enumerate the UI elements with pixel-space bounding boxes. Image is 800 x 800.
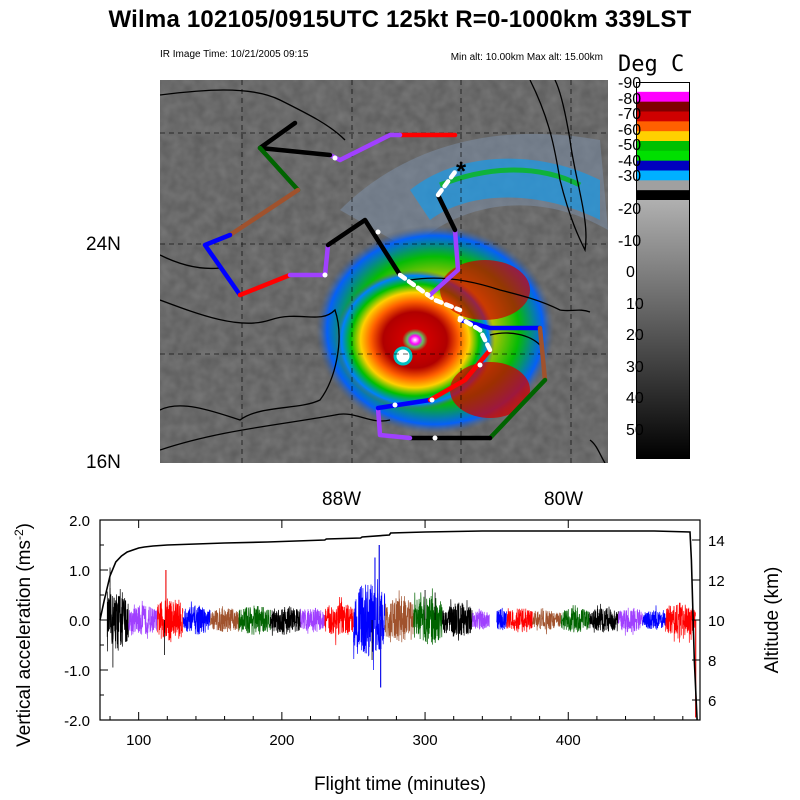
colorbar-tick-label: 20 — [626, 327, 644, 344]
acceleration-series-segment — [106, 587, 129, 652]
x-tick-label: 100 — [126, 732, 151, 749]
colorbar-tick-label: -10 — [618, 232, 642, 250]
colorbar-block — [636, 131, 690, 142]
colorbar-block — [636, 91, 690, 103]
image-time-label: IR Image Time: 10/21/2005 09:15 — [160, 49, 309, 60]
x-tick-label: 300 — [413, 732, 438, 749]
colorbar-tick-label: -30 — [618, 168, 642, 185]
colorbar — [636, 82, 690, 459]
acceleration-series-segment — [300, 607, 326, 634]
colorbar-tick-label: -80 — [618, 90, 642, 108]
acceleration-series-segment — [532, 608, 562, 635]
lat-label-24n: 24N — [86, 234, 121, 255]
y-right-axis-label: Altitude (km) — [762, 567, 783, 674]
x-tick-label: 400 — [556, 732, 581, 749]
acceleration-series-segment — [589, 603, 619, 633]
y-right-tick-label: 10 — [708, 613, 725, 630]
acceleration-series-segment — [128, 600, 158, 639]
x-tick-label: 200 — [269, 732, 294, 749]
acceleration-series-segment — [642, 605, 666, 630]
colorbar-block — [636, 180, 690, 191]
colorbar-tick-label: -50 — [618, 137, 642, 154]
colorbar-tick-label: 40 — [626, 390, 644, 407]
satellite-map: * — [160, 80, 608, 463]
acceleration-series-segment — [496, 607, 507, 631]
lon-label-80w: 80W — [544, 489, 584, 510]
acceleration-series-segment — [182, 601, 211, 635]
colorbar-block — [636, 150, 690, 162]
cirrus-band-green — [439, 167, 582, 188]
colorbar-gray-ramp — [636, 200, 690, 459]
colorbar-block — [636, 121, 690, 132]
acceleration-series-segment — [238, 605, 271, 635]
y-right-tick-label: 14 — [708, 533, 725, 550]
y-tick-label: 1.0 — [69, 563, 90, 580]
acceleration-series-segment — [384, 590, 414, 643]
colorbar-block — [636, 82, 690, 93]
y-tick-label: -2.0 — [64, 713, 90, 730]
y-axis-label: Vertical acceleration (ms-2) — [12, 523, 35, 747]
acceleration-series-segment — [506, 608, 533, 633]
y-right-tick-label: 8 — [708, 653, 716, 670]
colorbar-block — [636, 170, 690, 181]
acceleration-series-segment — [413, 588, 443, 645]
acceleration-series-segment — [665, 602, 696, 643]
y-right-tick-label: 12 — [708, 573, 725, 590]
colorbar-block — [636, 141, 690, 152]
acceleration-series-segment — [209, 606, 240, 633]
acceleration-series-segment — [270, 606, 301, 636]
storm-center-marker: * — [456, 156, 467, 186]
acceleration-altitude-chart: 2.0 1.0 0.0 -1.0 -2.0 6 8 10 12 14 100 200 300 400 Fli… — [12, 513, 783, 795]
colorbar-block — [636, 101, 690, 112]
acceleration-series-segment — [560, 605, 590, 633]
acceleration-series-segment — [441, 599, 473, 641]
y-tick-label: 2.0 — [69, 513, 90, 530]
colorbar-tick-label: -20 — [618, 201, 642, 218]
lat-label-16n: 16N — [86, 452, 121, 473]
track-waypoints — [322, 155, 483, 441]
colorbar-tick-label: 0 — [626, 264, 635, 281]
acceleration-series-segment — [618, 607, 643, 636]
colorbar-block — [636, 160, 690, 171]
altitude-range-label: Min alt: 10.00km Max alt: 15.00km — [450, 52, 603, 63]
colorbar-block — [636, 190, 690, 201]
altitude-line — [99, 530, 698, 721]
flight-track[interactable] — [202, 120, 548, 441]
colorbar-tick-label: 30 — [626, 358, 644, 376]
colorbar-tick-label: -70 — [618, 106, 642, 123]
page-title: Wilma 102105/0915UTC 125kt R=0-1000km 33… — [108, 6, 692, 33]
y-right-tick-label: 6 — [708, 693, 716, 710]
colorbar-tick-label: 50 — [626, 421, 644, 439]
y-tick-label: 0.0 — [69, 613, 90, 630]
colorbar-block — [636, 111, 690, 122]
colorbar-tick-label: 10 — [626, 295, 644, 313]
colorbar-tick-label: -90 — [618, 75, 642, 92]
lon-label-88w: 88W — [322, 489, 362, 510]
y-tick-label: -1.0 — [64, 663, 90, 680]
hurricane-eye — [393, 346, 413, 366]
colorbar-tick-label: -40 — [618, 152, 642, 170]
acceleration-series-segment — [353, 579, 386, 671]
rain-band-ne — [440, 260, 530, 320]
colorbar-tick-label: -60 — [618, 121, 642, 139]
x-axis-label: Flight time (minutes) — [314, 774, 486, 795]
acceleration-series-segment — [324, 596, 354, 646]
colorbar-title: Deg C — [618, 52, 685, 77]
map-grid — [160, 80, 608, 463]
acceleration-series-segment — [156, 598, 184, 643]
acceleration-series-segment — [471, 608, 490, 630]
